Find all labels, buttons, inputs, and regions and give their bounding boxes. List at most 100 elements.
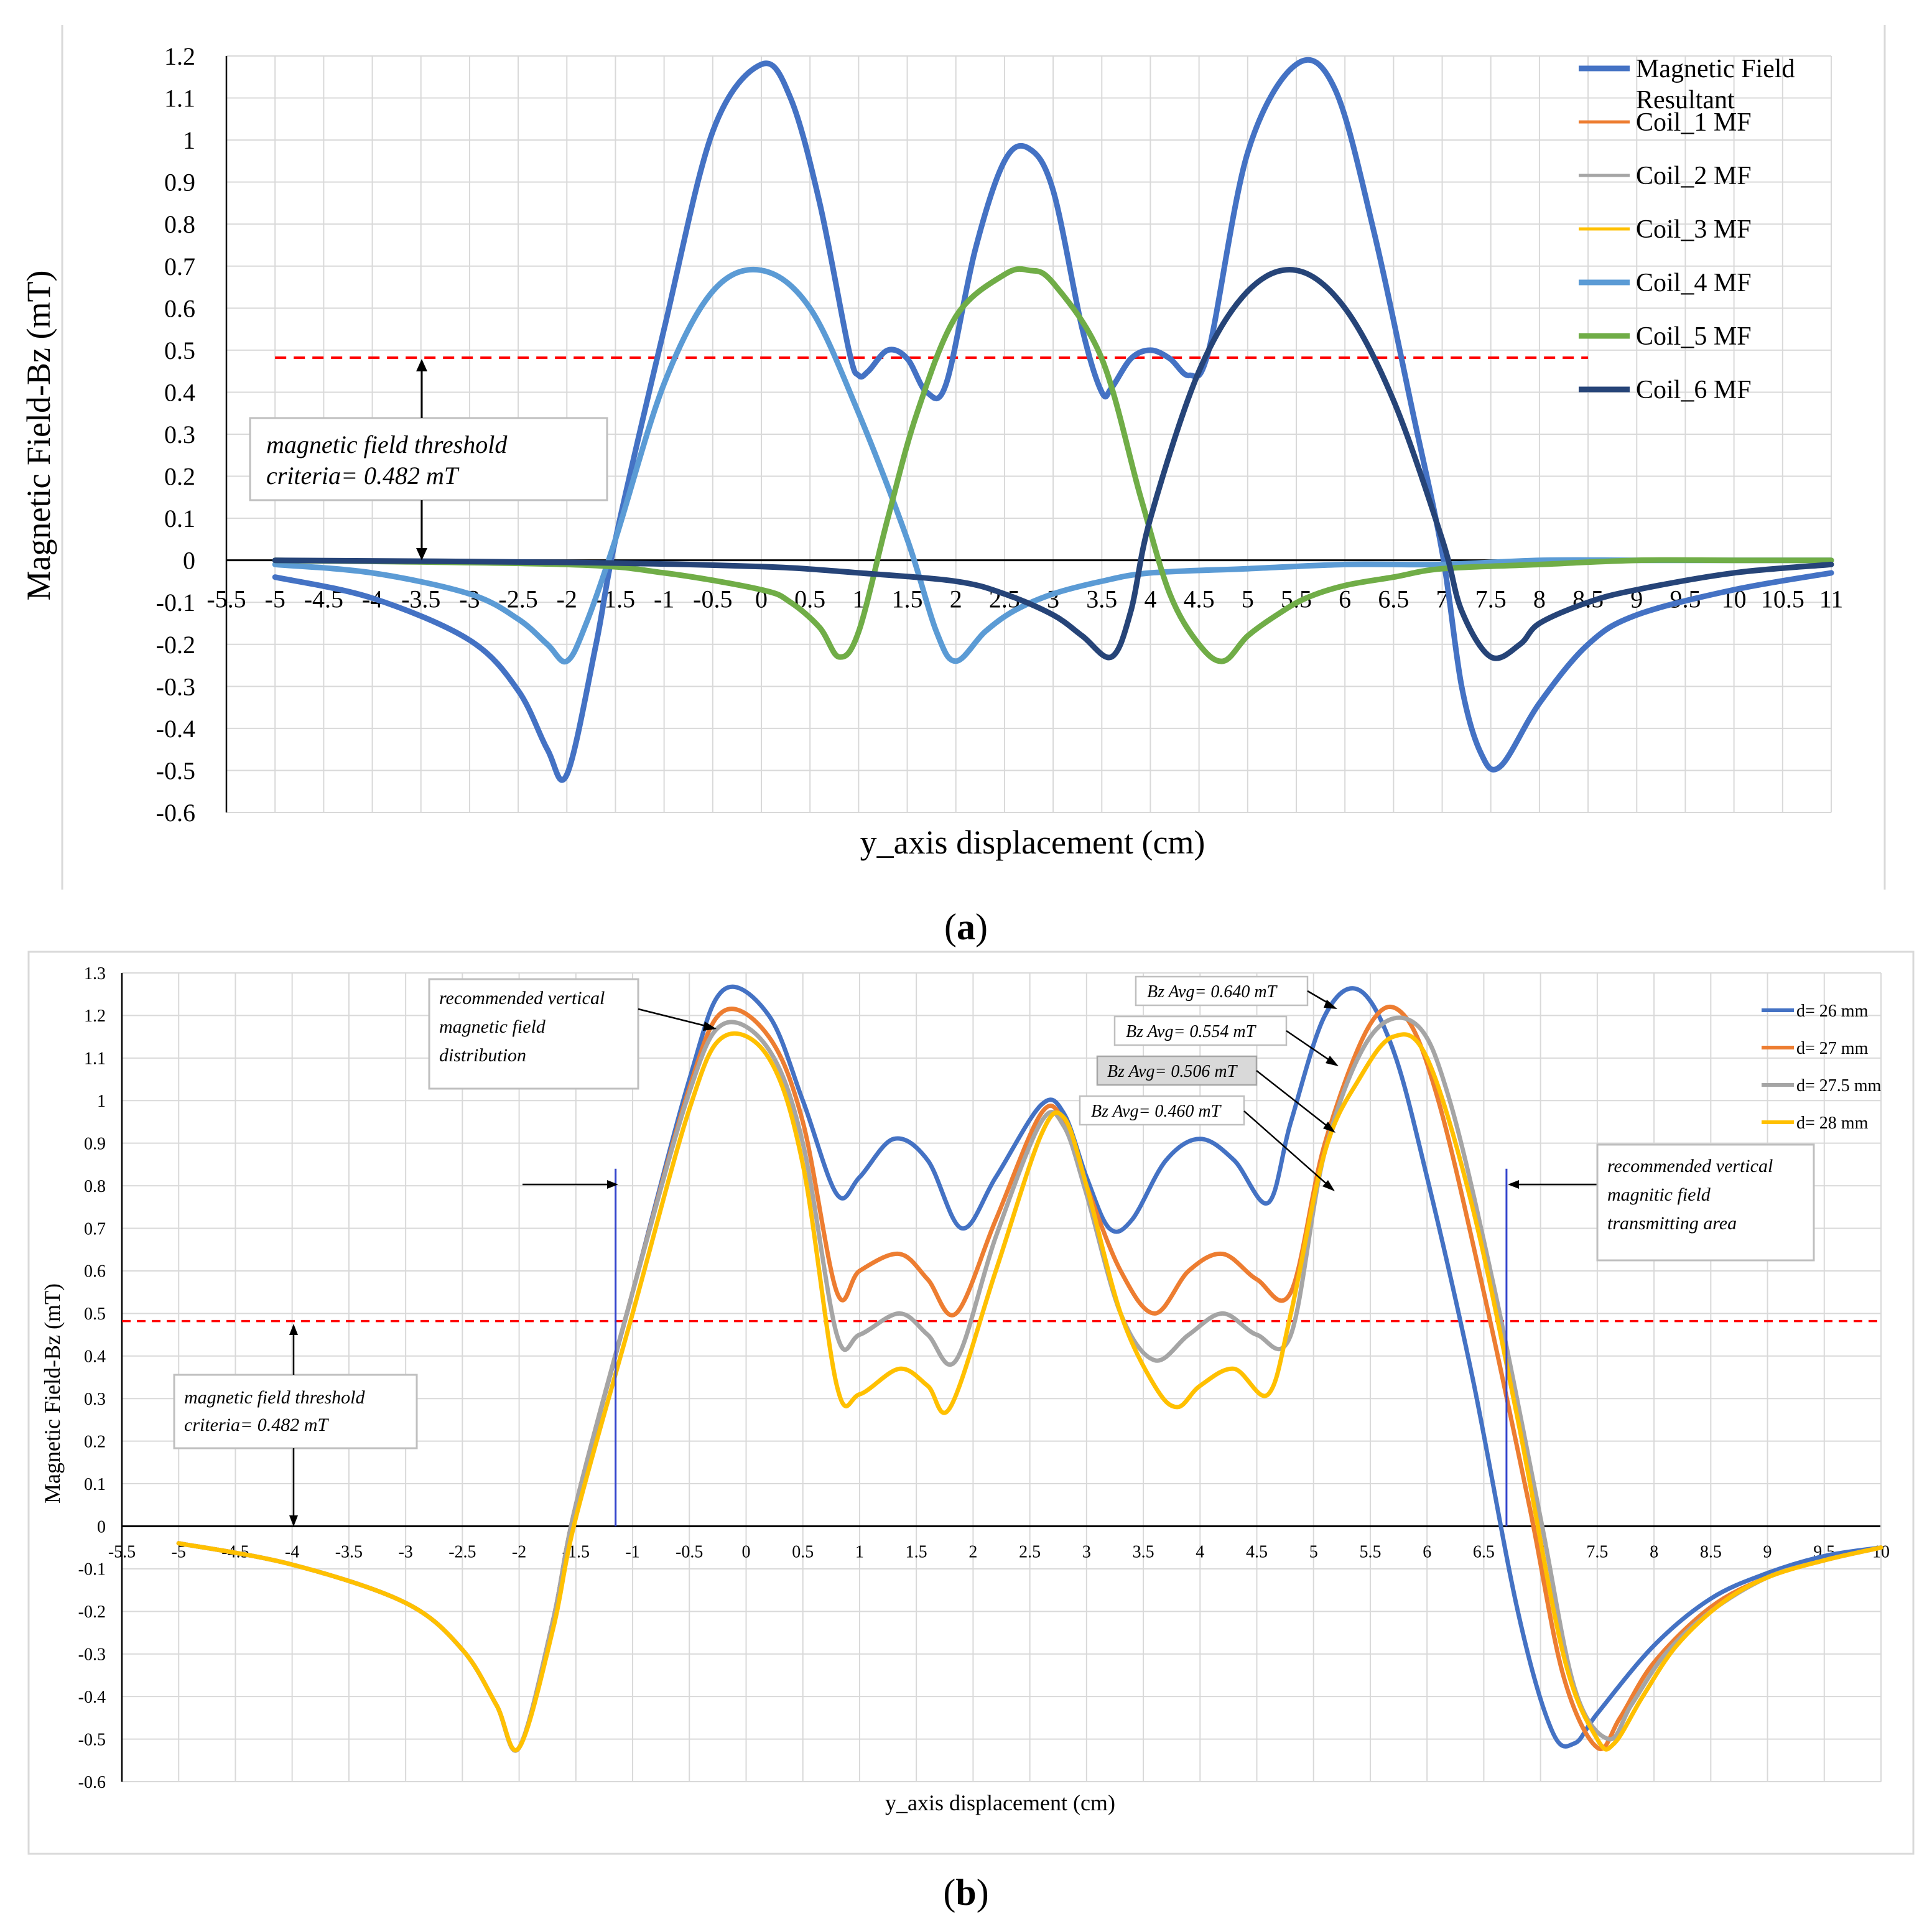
y-tick-label: 0.9 xyxy=(164,169,195,197)
y-tick-label: 0.5 xyxy=(84,1305,106,1324)
chart-panel-a: -5.5 -5 -4.5 -4 -3.5 -3 -2.5 -2 -1.5 -1 -0.5 0 0.5 1 1… xyxy=(20,25,1886,947)
legend-a-coil3-label: Coil_3 MF xyxy=(1636,215,1752,244)
panel-b-series xyxy=(176,984,1883,1753)
y-tick-label: -0.4 xyxy=(156,715,195,743)
y-tick-label: 1 xyxy=(97,1092,106,1111)
chart-panel-b: -5.5 -5 -4.5 -4 -3.5 -3 -2.5 -2 -1.5 -1 -0.5 0 0.5 1 1… xyxy=(27,951,1915,1913)
x-tick-label: 8.5 xyxy=(1700,1542,1722,1561)
x-tick-label: 1 xyxy=(855,1542,864,1561)
x-tick-label: 1 xyxy=(852,585,865,613)
panel-b-area-line2: magnitic field xyxy=(1607,1184,1711,1205)
y-tick-label: 1.2 xyxy=(164,42,195,70)
legend-b-28mm-label: d= 28 mm xyxy=(1796,1114,1869,1133)
panel-b-distribution-line3: distribution xyxy=(439,1045,526,1066)
legend-a-coil2-label: Coil_2 MF xyxy=(1636,162,1752,190)
x-tick-label: 3.5 xyxy=(1133,1542,1154,1561)
panel-b-x-tick-labels: -5.5 -5 -4.5 -4 -3.5 -3 -2.5 -2 -1.5 -1 -0.5 0 0.5 1 1… xyxy=(108,1542,1890,1561)
panel-b-caption: (b) xyxy=(943,1872,988,1913)
x-tick-label: 6.5 xyxy=(1473,1542,1495,1561)
panel-a-series xyxy=(272,57,1834,783)
x-tick-label: 9 xyxy=(1763,1542,1772,1561)
panel-a-threshold-annotation-box xyxy=(249,417,608,501)
y-tick-label: 0.8 xyxy=(164,210,195,238)
y-tick-label: 0.5 xyxy=(164,337,195,365)
panel-b-threshold-arrow-up-head xyxy=(289,1324,298,1335)
x-tick-label: 3 xyxy=(1082,1542,1091,1561)
x-tick-label: 7.5 xyxy=(1475,585,1507,613)
x-tick-label: -5 xyxy=(265,585,286,613)
y-tick-label: 0.6 xyxy=(84,1262,106,1281)
y-tick-label: 1.1 xyxy=(164,85,195,113)
bz-avg-box-26mm xyxy=(1135,975,1309,1007)
legend-a-coil1-label: Coil_1 MF xyxy=(1636,108,1752,137)
x-tick-label: 5 xyxy=(1309,1542,1318,1561)
y-tick-label: -0.2 xyxy=(156,631,195,659)
panel-b-y-axis-label: Magnetic Field-Bz (mT) xyxy=(40,1283,65,1504)
x-tick-label: 4.5 xyxy=(1246,1542,1268,1561)
y-tick-label: -0.6 xyxy=(156,799,195,827)
panel-a-arrow-down-head xyxy=(416,548,427,560)
bz-avg-27-5mm-arrow-head xyxy=(1323,1122,1335,1133)
panel-b-distribution-line2: magnetic field xyxy=(439,1016,546,1037)
panel-a-legend: Magnetic Field Resultant Coil_1 MF Coil_2… xyxy=(1579,55,1795,404)
panel-a-gridlines xyxy=(226,55,1832,813)
x-tick-label: 11 xyxy=(1819,585,1844,613)
panel-a-threshold-annotation-line1: magnetic field threshold xyxy=(266,430,508,458)
x-tick-label: 4 xyxy=(1196,1542,1204,1561)
series-line-coil-4-mf xyxy=(272,266,1834,665)
x-tick-label: 4.5 xyxy=(1184,585,1215,613)
y-tick-label: 1.1 xyxy=(84,1049,106,1069)
panel-b-threshold-annotation-box xyxy=(173,1374,418,1449)
x-tick-label: -5.5 xyxy=(108,1542,136,1561)
x-tick-label: 0.5 xyxy=(792,1542,814,1561)
panel-a-arrow-up-head xyxy=(416,359,427,371)
y-tick-label: 0.9 xyxy=(84,1134,106,1153)
y-tick-label: 1.2 xyxy=(84,1007,106,1026)
y-tick-label: 1 xyxy=(183,126,195,154)
y-tick-label: 0.1 xyxy=(164,505,195,533)
y-tick-label: 0 xyxy=(183,547,195,575)
legend-a-coil5-label: Coil_5 MF xyxy=(1636,322,1752,351)
y-tick-label: 0.3 xyxy=(84,1390,106,1409)
x-tick-label: -4 xyxy=(285,1542,299,1561)
x-tick-label: 8 xyxy=(1650,1542,1658,1561)
panel-b-area-left-arrow-head xyxy=(607,1180,618,1189)
legend-a-resultant-label: Magnetic Field Resultant xyxy=(1636,55,1795,114)
y-tick-label: -0.5 xyxy=(78,1730,106,1749)
bz-avg-26mm-arrow-head xyxy=(1324,1000,1337,1009)
y-tick-label: 0 xyxy=(97,1517,106,1537)
x-tick-label: 6.5 xyxy=(1378,585,1409,613)
x-tick-label: -5 xyxy=(172,1542,186,1561)
y-tick-label: 0.2 xyxy=(164,463,195,491)
legend-b-26mm-label: d= 26 mm xyxy=(1796,1002,1869,1021)
x-tick-label: 2 xyxy=(950,585,962,613)
y-tick-label: -0.1 xyxy=(78,1560,106,1579)
x-tick-label: -2 xyxy=(512,1542,526,1561)
legend-a-coil4-label: Coil_4 MF xyxy=(1636,269,1752,297)
x-tick-label: 4 xyxy=(1144,585,1156,613)
panel-b-axes xyxy=(121,973,1882,1782)
panel-b-area-line3: transmitting area xyxy=(1607,1213,1737,1234)
x-tick-label: 5 xyxy=(1242,585,1254,613)
panel-b-distribution-annotation-box xyxy=(428,978,639,1090)
bz-avg-27-5mm-text: Bz Avg= 0.506 mT xyxy=(1107,1062,1238,1081)
panel-b-x-axis-label: y_axis displacement (cm) xyxy=(885,1790,1115,1815)
x-tick-label: -1 xyxy=(654,585,674,613)
bz-avg-26mm-text: Bz Avg= 0.640 mT xyxy=(1147,982,1278,1002)
x-tick-label: 1.5 xyxy=(892,585,923,613)
y-tick-label: 0.7 xyxy=(164,253,195,281)
panel-b-threshold-line1: magnetic field threshold xyxy=(184,1387,366,1408)
bz-avg-28mm-text: Bz Avg= 0.460 mT xyxy=(1091,1102,1222,1121)
y-tick-label: 0.7 xyxy=(84,1219,106,1239)
bz-avg-box-28mm xyxy=(1079,1095,1245,1126)
panel-b-frame xyxy=(27,951,1915,1855)
panel-b-distribution-line1: recommended vertical xyxy=(439,988,605,1008)
x-tick-label: 3.5 xyxy=(1086,585,1117,613)
panel-a-caption: (a) xyxy=(944,906,988,947)
x-tick-label: -2 xyxy=(557,585,577,613)
y-tick-label: 0.3 xyxy=(164,421,195,449)
panel-b-y-tick-labels: 1.3 1.2 1.1 1 0.9 0.8 0.7 0.6 0.5 0.4 0.3 0.2 0.1 0 -0… xyxy=(78,964,106,1792)
panel-b-area-right-arrow-head xyxy=(1508,1180,1519,1189)
x-tick-label: -0.5 xyxy=(676,1542,703,1561)
